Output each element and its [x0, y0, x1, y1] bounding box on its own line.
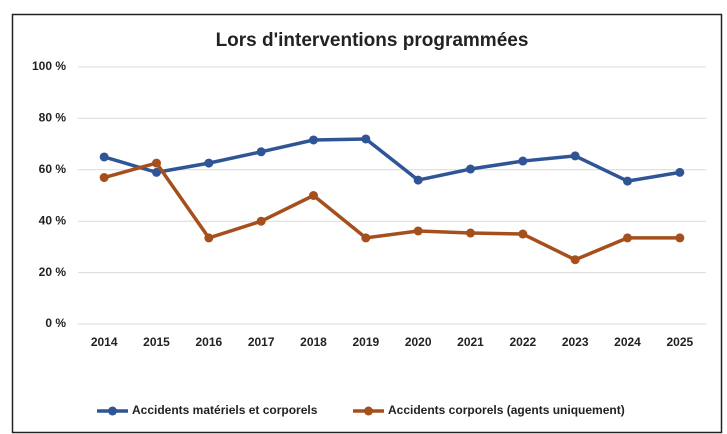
y-tick-label: 80 % [39, 111, 67, 125]
data-point [466, 228, 475, 238]
data-point [518, 156, 528, 166]
x-tick-label: 2022 [509, 335, 536, 349]
series-line [103, 137, 681, 183]
data-point [675, 167, 685, 177]
data-point [99, 152, 109, 162]
chart-frame [11, 13, 723, 434]
x-tick-label: 2020 [405, 335, 432, 349]
x-tick-label: 2025 [666, 335, 693, 349]
data-point [309, 191, 318, 200]
x-tick-label: 2017 [248, 335, 275, 349]
data-point [309, 135, 318, 145]
data-point [623, 233, 632, 243]
data-point [413, 226, 423, 236]
data-point [256, 147, 266, 157]
data-point [466, 164, 475, 174]
data-point [570, 151, 580, 161]
x-tick-label: 2016 [195, 335, 222, 349]
y-tick-label: 100 % [32, 59, 66, 73]
y-tick-label: 20 % [39, 265, 67, 279]
y-tick-label: 60 % [39, 162, 67, 176]
x-tick-label: 2023 [562, 335, 589, 349]
y-tick-label: 40 % [39, 213, 67, 227]
data-point [152, 158, 161, 168]
data-point [675, 233, 685, 243]
data-point [204, 158, 214, 168]
data-point [99, 173, 109, 183]
x-tick-label: 2015 [143, 335, 170, 349]
legend-label: Accidents corporels (agents uniquement) [388, 403, 625, 417]
chart-title: Lors d'interventions programmées [216, 30, 529, 51]
legend-label: Accidents matériels et corporels [132, 403, 318, 417]
data-point [518, 229, 528, 239]
x-tick-label: 2018 [300, 335, 327, 349]
legend-marker [108, 406, 117, 416]
data-point [570, 255, 580, 265]
series-line [103, 161, 680, 262]
data-point [204, 233, 214, 243]
x-tick-label: 2024 [614, 335, 641, 349]
x-tick-label: 2021 [457, 335, 484, 349]
y-tick-label: 0 % [45, 316, 66, 330]
data-point [623, 176, 632, 186]
data-point [152, 167, 161, 177]
data-point [361, 134, 371, 144]
x-tick-label: 2014 [91, 335, 118, 349]
x-tick-label: 2019 [352, 335, 379, 349]
data-point [361, 233, 371, 243]
legend-marker [364, 406, 373, 416]
data-point [256, 216, 266, 226]
data-point [413, 175, 423, 185]
